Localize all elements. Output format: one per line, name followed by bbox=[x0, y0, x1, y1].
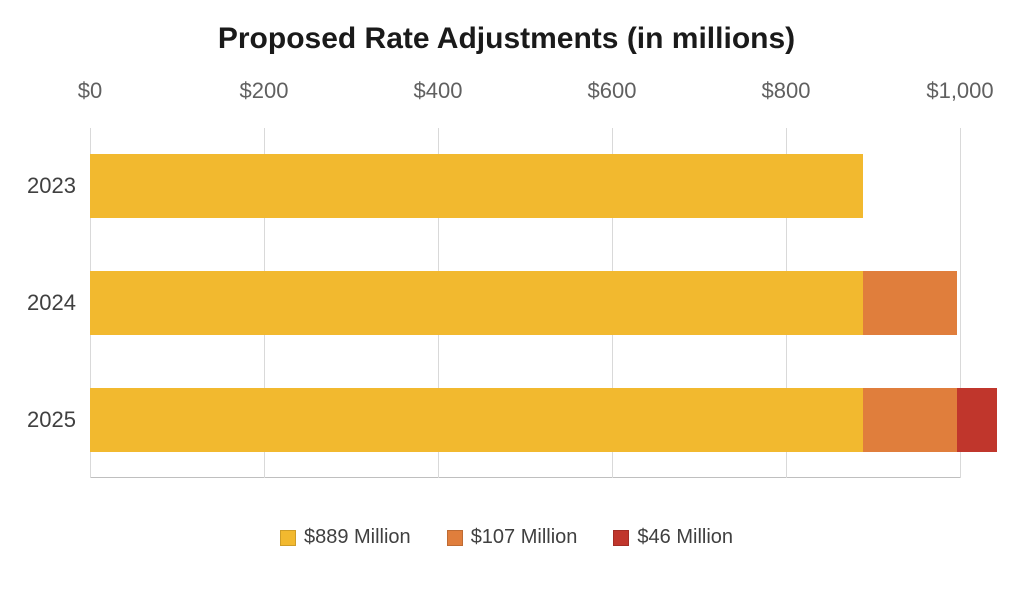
plot-area: 202320242025 bbox=[90, 128, 960, 478]
bar-row bbox=[90, 388, 997, 452]
legend-label: $107 Million bbox=[471, 526, 578, 549]
legend-swatch bbox=[280, 530, 296, 546]
bar-row bbox=[90, 154, 863, 218]
bar-segment bbox=[90, 271, 863, 335]
x-axis-baseline bbox=[90, 477, 960, 478]
bar-segment bbox=[957, 388, 997, 452]
x-tick-label: $600 bbox=[588, 78, 637, 104]
x-tick-label: $800 bbox=[762, 78, 811, 104]
bar-segment bbox=[90, 388, 863, 452]
x-tick-label: $1,000 bbox=[926, 78, 993, 104]
legend-item: $889 Million bbox=[280, 526, 411, 549]
x-tick-label: $200 bbox=[240, 78, 289, 104]
legend-swatch bbox=[447, 530, 463, 546]
bar-segment bbox=[90, 154, 863, 218]
bar-segment bbox=[863, 388, 956, 452]
legend-label: $889 Million bbox=[304, 526, 411, 549]
category-label: 2025 bbox=[27, 407, 90, 433]
chart-title: Proposed Rate Adjustments (in millions) bbox=[0, 0, 1013, 64]
legend-label: $46 Million bbox=[637, 526, 733, 549]
legend-swatch bbox=[613, 530, 629, 546]
category-label: 2024 bbox=[27, 290, 90, 316]
bar-row bbox=[90, 271, 957, 335]
legend-item: $107 Million bbox=[447, 526, 578, 549]
x-axis-ticks: $0$200$400$600$800$1,000 bbox=[90, 78, 960, 118]
category-label: 2023 bbox=[27, 173, 90, 199]
rate-adjustment-chart: Proposed Rate Adjustments (in millions) … bbox=[0, 0, 1013, 600]
x-tick-label: $0 bbox=[78, 78, 102, 104]
legend: $889 Million $107 Million $46 Million bbox=[0, 526, 1013, 552]
bar-segment bbox=[863, 271, 956, 335]
x-tick-label: $400 bbox=[414, 78, 463, 104]
legend-item: $46 Million bbox=[613, 526, 733, 549]
